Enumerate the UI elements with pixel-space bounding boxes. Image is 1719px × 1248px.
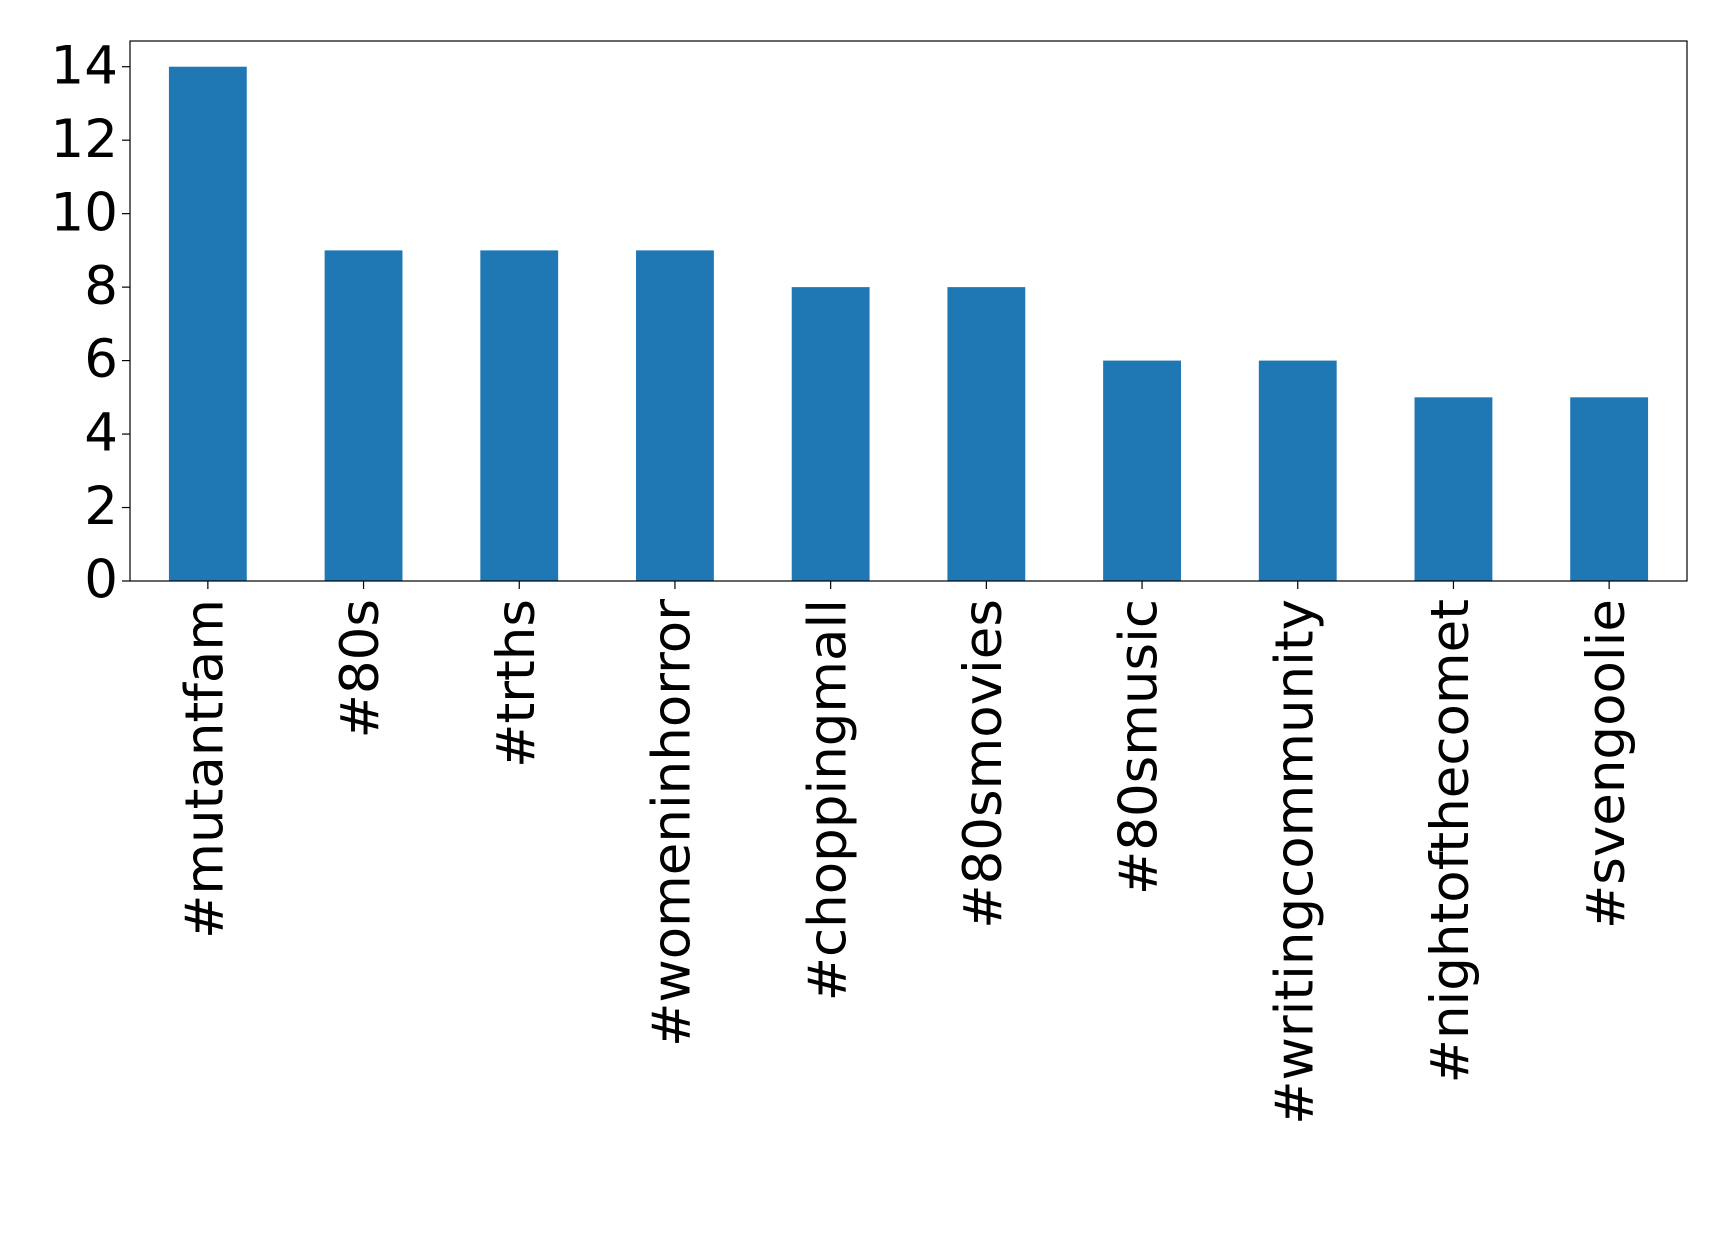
x-tick-label: #choppingmall xyxy=(797,599,858,1001)
bar xyxy=(947,287,1026,581)
x-tick-label: #trths xyxy=(486,599,547,768)
x-tick-label: #nightofthecomet xyxy=(1420,599,1481,1083)
y-tick-label: 6 xyxy=(84,329,118,390)
bar xyxy=(324,250,403,581)
x-tick-label: #80s xyxy=(330,599,391,738)
bar xyxy=(1414,397,1493,581)
bar xyxy=(1103,360,1181,581)
bar xyxy=(791,287,870,581)
y-tick-label: 2 xyxy=(84,476,118,537)
x-tick-label: #mutantfam xyxy=(174,599,235,939)
bar xyxy=(168,66,247,581)
bar xyxy=(480,250,559,581)
plot-frame xyxy=(129,40,1688,582)
y-tick-label: 12 xyxy=(51,109,118,170)
y-tick-label: 10 xyxy=(51,182,118,243)
x-tick-label: #80smusic xyxy=(1109,599,1170,895)
x-tick-label: #80smovies xyxy=(953,599,1014,929)
bar xyxy=(636,250,714,581)
y-tick-label: 4 xyxy=(84,403,118,464)
bar xyxy=(1570,397,1649,581)
x-tick-label: #womeninhorror xyxy=(642,599,703,1047)
y-tick-label: 14 xyxy=(51,35,118,96)
y-tick-label: 8 xyxy=(84,256,118,317)
y-tick-label: 0 xyxy=(84,550,118,611)
x-tick-label: #svengoolie xyxy=(1576,599,1637,929)
x-tick-label: #writingcommunity xyxy=(1264,599,1325,1125)
bar xyxy=(1258,360,1337,581)
